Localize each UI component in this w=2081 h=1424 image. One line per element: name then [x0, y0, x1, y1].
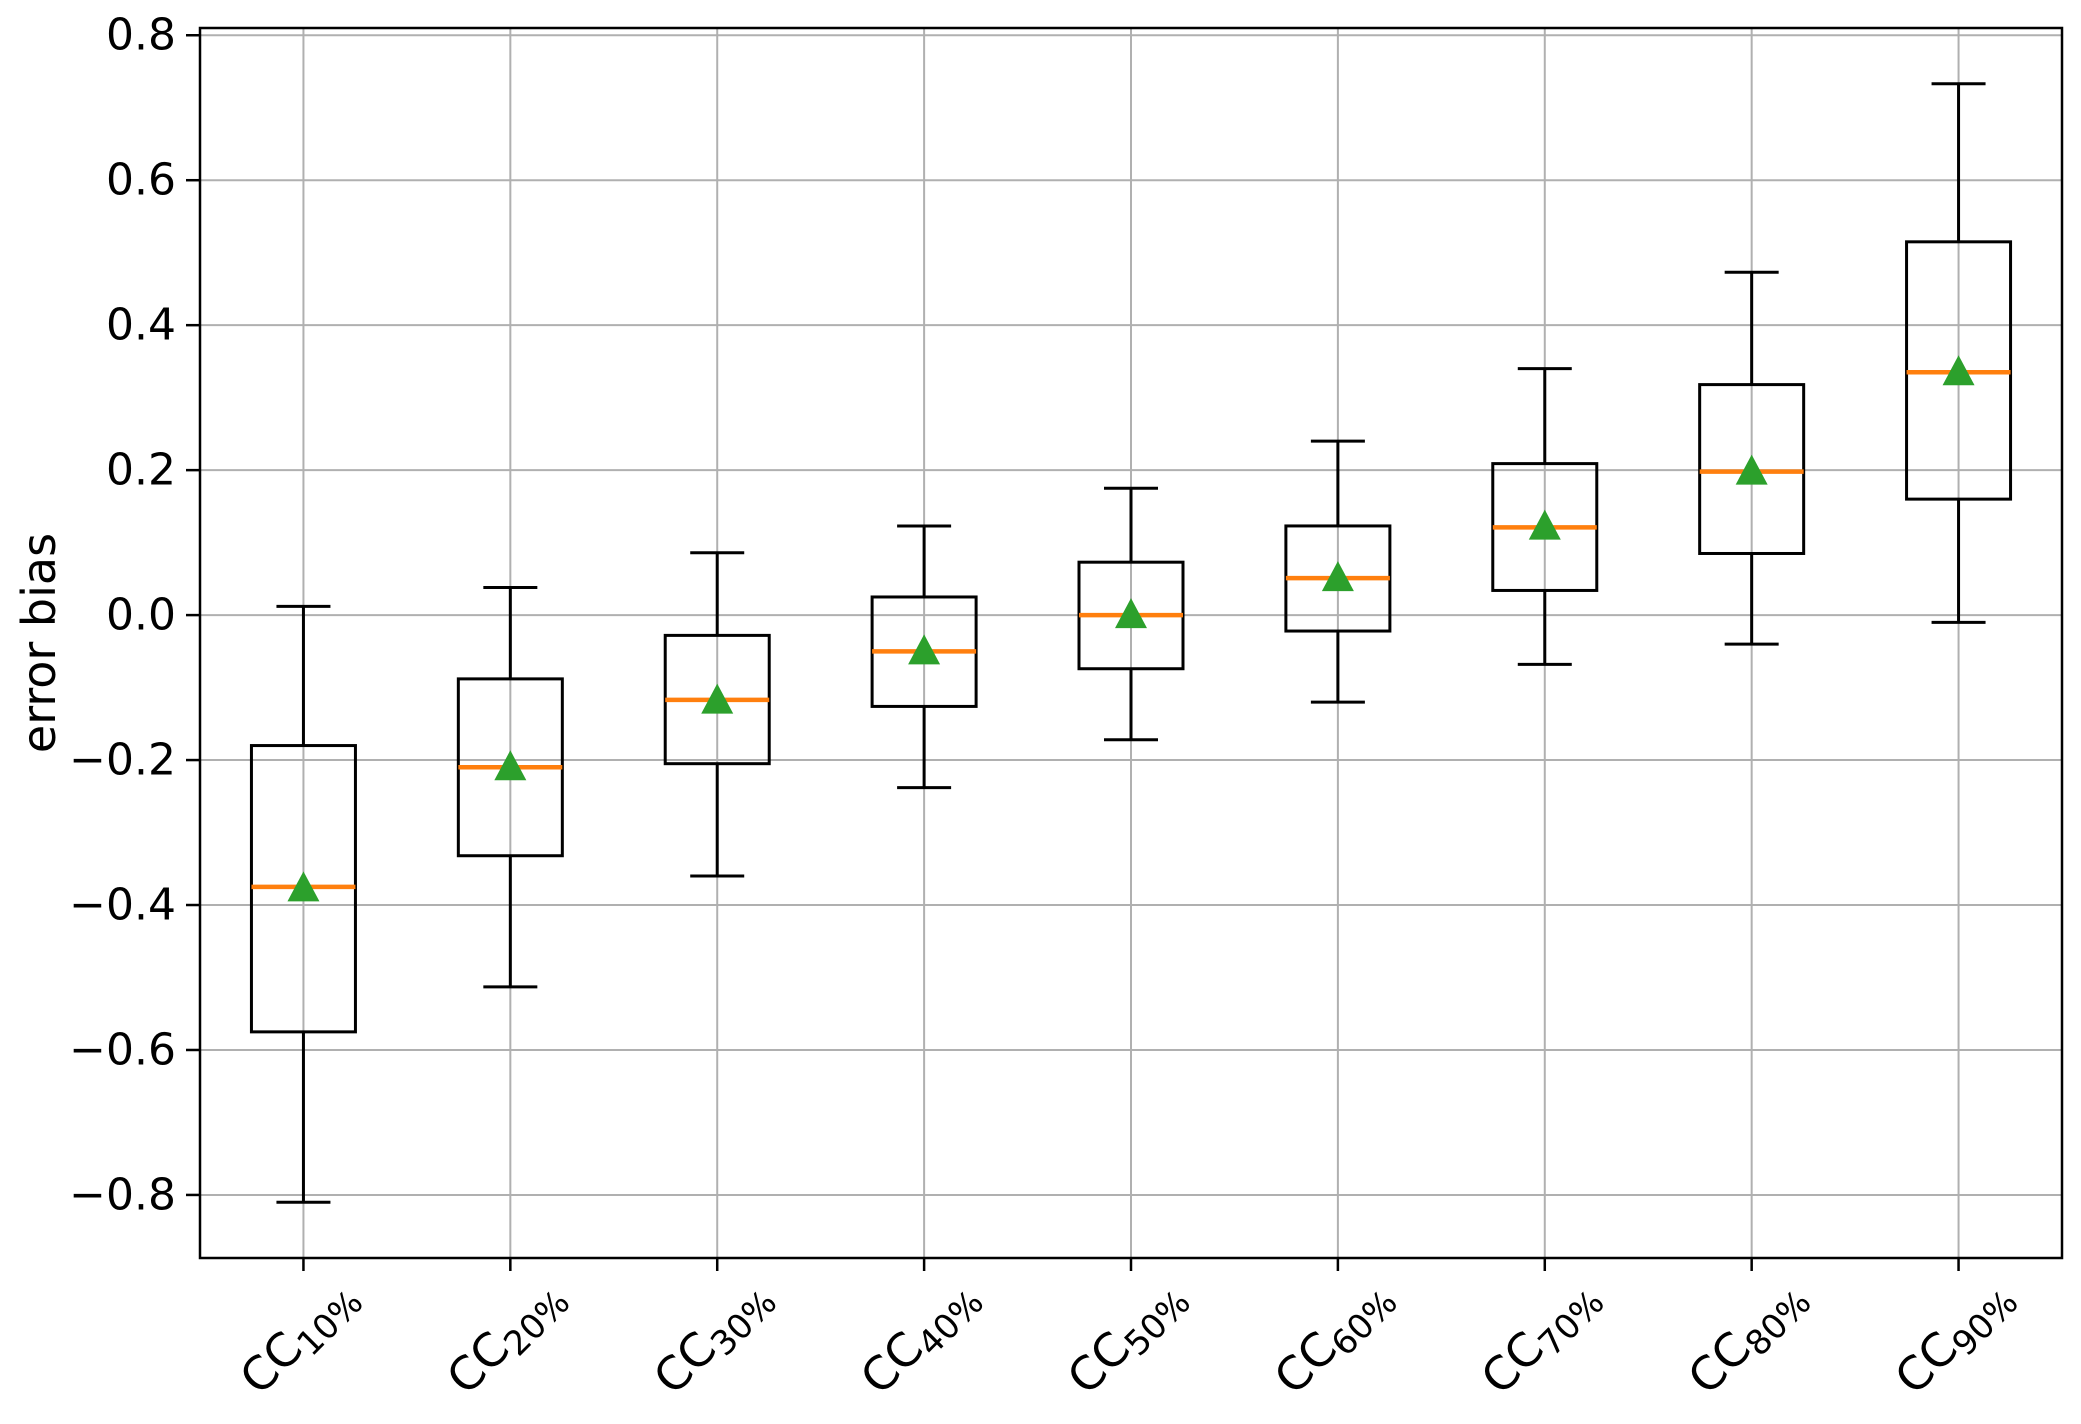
x-tick-label: CC30%: [643, 1268, 785, 1410]
y-tick-label: 0.0: [106, 590, 176, 641]
y-tick-label: −0.2: [69, 735, 176, 786]
mean-marker-1: [287, 871, 320, 902]
tick-layer: 0.8 0.6 0.4 0.2 0.0 −0.2 −0.4 −0.6 −0.8 CC10% CC20…: [69, 10, 2026, 1410]
grid-layer: [200, 28, 2062, 1258]
x-tick-label: CC40%: [850, 1268, 992, 1410]
y-tick-label: 0.2: [106, 445, 176, 496]
mean-marker-4: [908, 634, 941, 665]
y-tick-label: 0.4: [106, 300, 176, 351]
mean-marker-8: [1735, 454, 1768, 485]
mean-marker-9: [1942, 355, 1975, 386]
frame-layer: [198, 26, 2064, 1260]
x-tick-label: CC80%: [1677, 1268, 1819, 1410]
y-tick-label: 0.6: [106, 155, 176, 206]
mean-marker-7: [1528, 509, 1561, 540]
box-layer: [249, 82, 2013, 1204]
x-tick-label: CC90%: [1884, 1268, 2026, 1410]
mean-marker-5: [1115, 598, 1147, 629]
mean-marker-3: [701, 683, 734, 714]
x-tick-label: CC10%: [229, 1268, 371, 1410]
y-tick-label: −0.4: [69, 880, 176, 931]
y-tick-label: −0.8: [69, 1169, 176, 1220]
box-8: [1698, 383, 1806, 555]
x-tick-label: CC70%: [1470, 1268, 1612, 1410]
x-tick-label: CC20%: [436, 1268, 578, 1410]
y-tick-label: −0.6: [69, 1024, 176, 1075]
y-axis-label: error bias: [12, 533, 66, 753]
plot-frame: [198, 26, 2064, 1260]
mean-marker-6: [1321, 561, 1354, 592]
x-tick-label: CC60%: [1264, 1268, 1406, 1410]
mean-marker-2: [494, 750, 527, 781]
x-tick-label: CC50%: [1057, 1268, 1199, 1410]
y-tick-label: 0.8: [106, 10, 176, 61]
